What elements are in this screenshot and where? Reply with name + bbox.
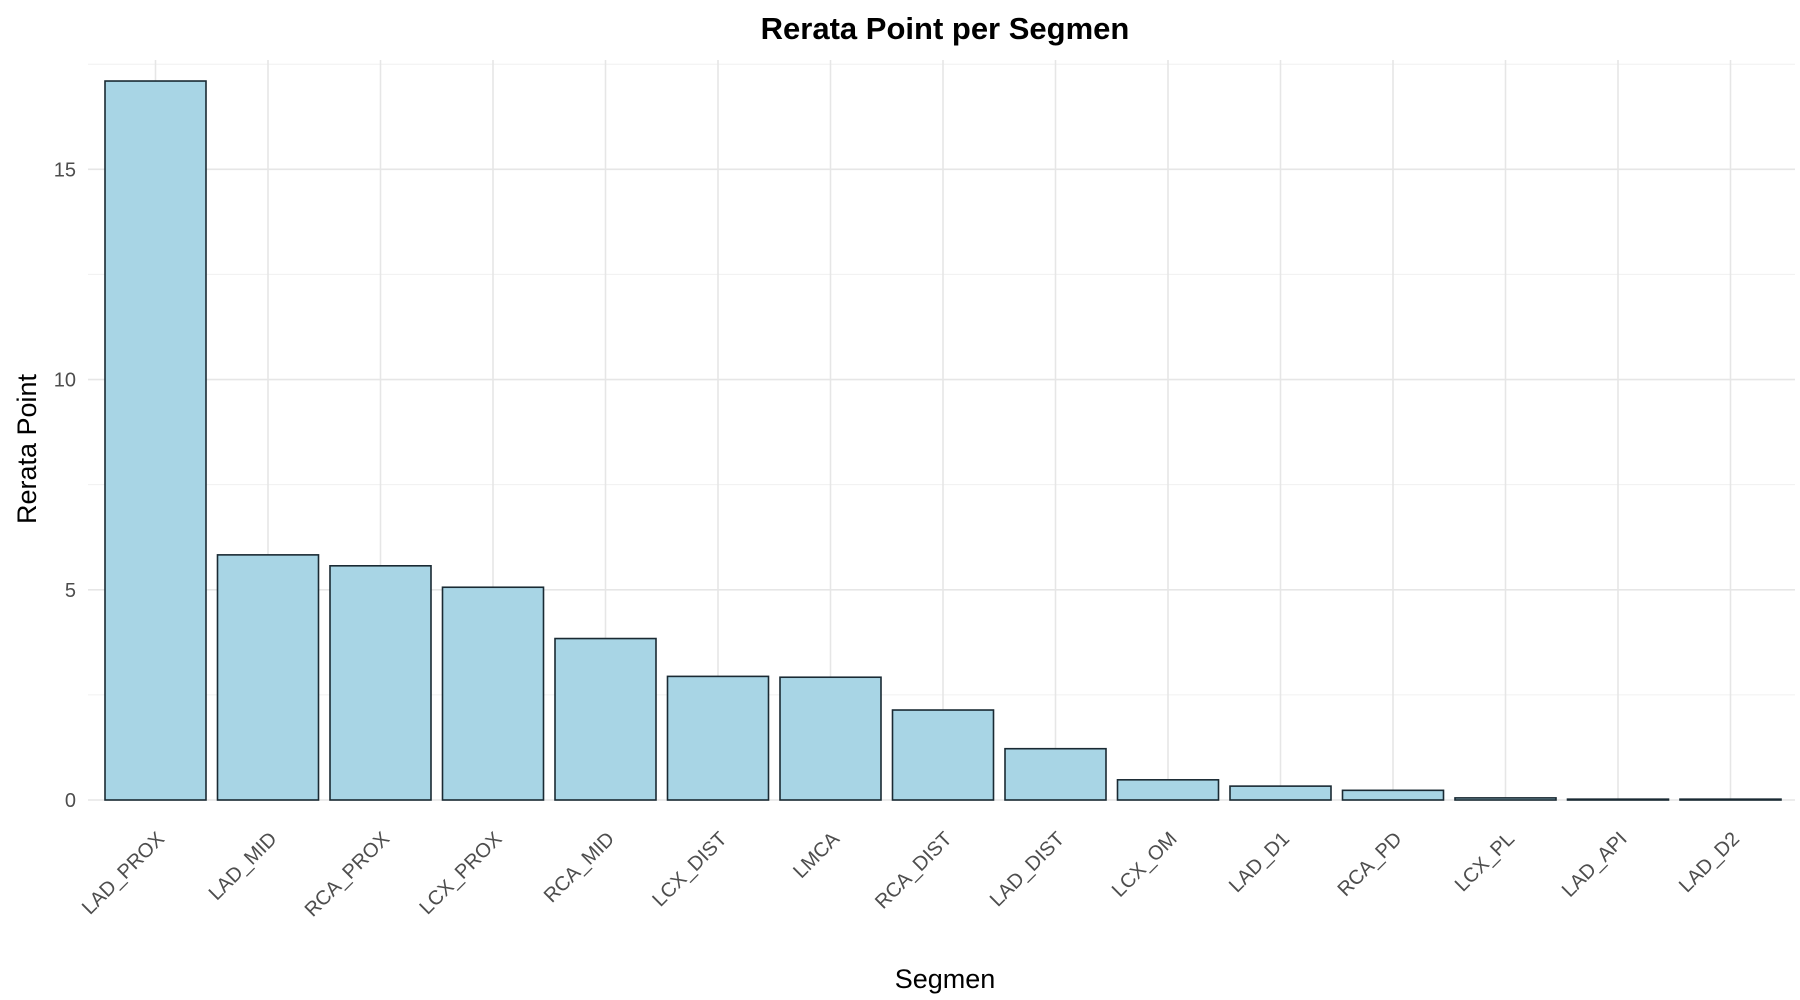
bar-lad-api (1566, 798, 1670, 801)
bar-lcx-dist (666, 675, 770, 801)
x-tick-label: LCX_OM (1108, 828, 1182, 902)
bar-rca-dist (891, 709, 995, 801)
x-tick-label: LCX_PROX (416, 828, 507, 919)
x-tick-label: LAD_D2 (1675, 828, 1744, 897)
x-tick-label: RCA_PD (1334, 828, 1407, 901)
y-tick-label: 0 (65, 790, 76, 812)
y-tick-label: 15 (54, 159, 76, 181)
bar-rca-pd (1341, 789, 1445, 801)
x-tick-label: LAD_PROX (78, 828, 169, 919)
bar-lad-d2 (1679, 798, 1782, 801)
bar-lad-dist (1004, 747, 1107, 801)
bar-lad-prox (104, 80, 207, 801)
bar-lad-mid (216, 554, 320, 801)
x-tick-label: RCA_MID (540, 828, 619, 907)
bars (104, 80, 1782, 801)
bar-lcx-om (1116, 779, 1220, 801)
x-tick-label: LAD_D1 (1225, 828, 1294, 897)
x-axis-title: Segmen (895, 964, 996, 994)
bar-lcx-prox (441, 586, 545, 801)
x-tick-label: LAD_API (1558, 828, 1632, 902)
x-tick-label: LMCA (789, 828, 844, 883)
bar-rca-mid (554, 637, 657, 801)
bar-lad-d1 (1229, 785, 1332, 801)
y-tick-label: 10 (54, 370, 76, 392)
x-tick-label: LAD_MID (205, 828, 282, 905)
x-tick-label: LCX_DIST (648, 828, 731, 911)
bar-lcx-pl (1454, 797, 1557, 801)
y-tick-label: 5 (65, 580, 76, 602)
x-axis-ticks: LAD_PROX LAD_MID RCA_PROX LCX_PROX RCA_MID LC… (78, 828, 1744, 922)
x-tick-label: RCA_PROX (301, 828, 394, 921)
chart-title: Rerata Point per Segmen (761, 11, 1130, 46)
y-axis-ticks: 0 5 10 15 (54, 159, 76, 812)
bar-lmca (779, 676, 882, 801)
x-tick-label: LCX_PL (1451, 828, 1519, 896)
x-tick-label: LAD_DIST (986, 828, 1069, 911)
x-tick-label: RCA_DIST (871, 828, 956, 913)
y-axis-title: Rerata Point (12, 373, 42, 524)
bar-rca-prox (329, 565, 432, 801)
